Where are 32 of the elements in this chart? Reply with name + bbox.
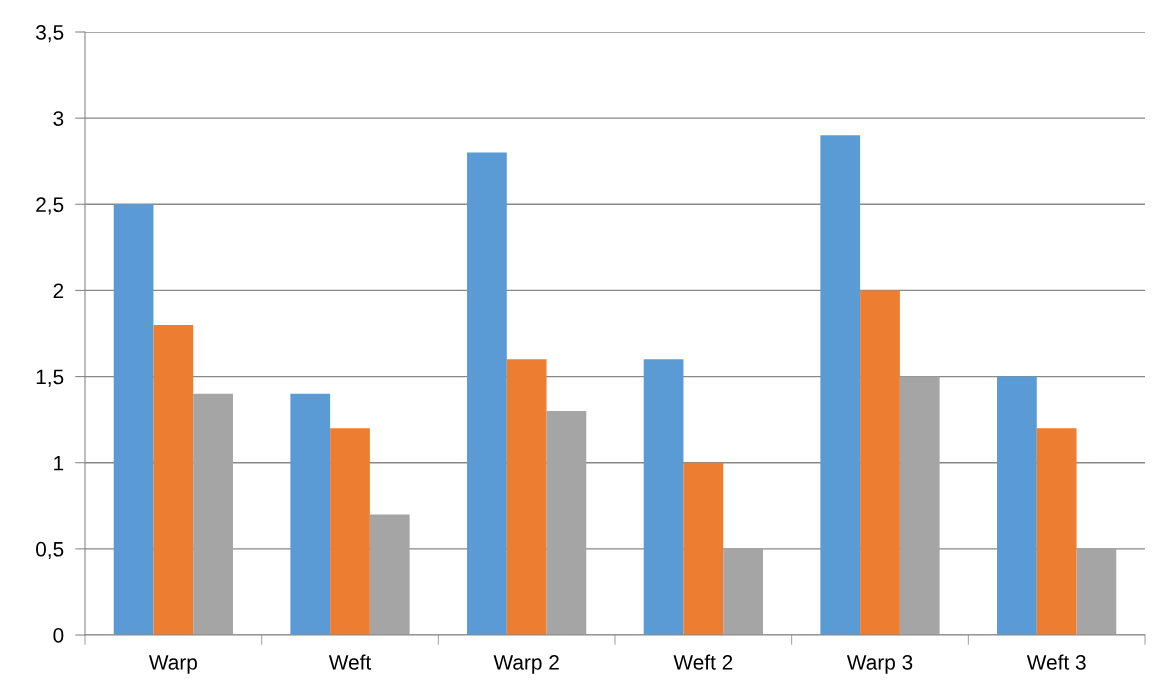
bar (683, 462, 724, 635)
y-tick-label: 1 (54, 455, 64, 471)
x-tick-label: Weft 3 (1026, 654, 1086, 670)
bar (899, 376, 940, 635)
bar (290, 393, 331, 635)
bar (153, 324, 194, 635)
bar (369, 514, 410, 635)
bar (330, 428, 370, 635)
bar (723, 548, 763, 635)
y-tick-label: 3 (53, 111, 64, 126)
bar (643, 359, 684, 635)
x-tick-label: Weft (328, 654, 372, 670)
y-tick-label: 0,5 (36, 541, 64, 560)
x-tick-label: Warp (148, 655, 197, 674)
x-tick-label: Warp 3 (846, 654, 913, 674)
bar (1036, 428, 1077, 635)
bar (860, 290, 900, 635)
bar (546, 411, 587, 635)
y-tick-label: 2,5 (36, 197, 64, 215)
bar (997, 376, 1037, 635)
y-tick-label: 1,5 (36, 369, 64, 387)
bar (506, 359, 547, 635)
bar (1076, 548, 1117, 635)
y-tick-label: 2 (53, 283, 64, 298)
y-tick-label: 0 (53, 628, 64, 643)
bar (193, 393, 233, 635)
bar (820, 135, 861, 635)
y-tick-label: 3,5 (36, 25, 64, 43)
bar (467, 152, 507, 635)
x-tick-label: Weft 2 (673, 654, 733, 670)
x-tick-label: Warp 2 (493, 654, 559, 674)
bar (113, 204, 154, 635)
